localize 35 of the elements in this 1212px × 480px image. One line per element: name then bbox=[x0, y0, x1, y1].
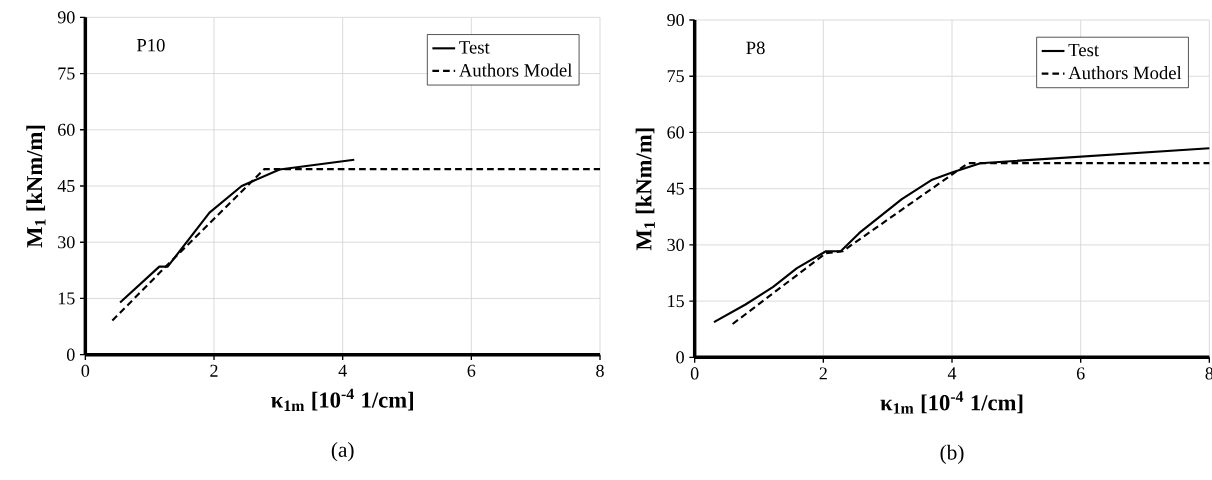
x-tick-label: 4 bbox=[947, 367, 957, 380]
x-tick-label: 2 bbox=[819, 367, 827, 380]
y-tick-label: 0 bbox=[66, 348, 75, 361]
y-tick-label: 90 bbox=[667, 13, 684, 27]
text: (a) bbox=[331, 442, 354, 462]
x-tick-label: 4 bbox=[338, 364, 347, 377]
x-tick-label: 0 bbox=[690, 367, 699, 380]
legend-label: Test bbox=[459, 41, 490, 54]
x-tick-label: 0 bbox=[81, 364, 90, 377]
y-tick-label: 15 bbox=[668, 295, 684, 308]
y-tick-label: 75 bbox=[58, 67, 75, 80]
x-tick-label: 8 bbox=[596, 364, 604, 377]
y-tick-label: 30 bbox=[667, 238, 684, 251]
text: (b) bbox=[940, 444, 964, 465]
y-tick-label: 60 bbox=[667, 126, 684, 139]
x-tick-label: 6 bbox=[467, 364, 476, 377]
legend-label: Authors Model bbox=[459, 63, 573, 77]
legend-label: Authors Model bbox=[1068, 66, 1182, 80]
y-tick-label: 45 bbox=[57, 179, 75, 193]
y-tick-label: 60 bbox=[58, 123, 75, 136]
y-tick-label: 30 bbox=[58, 236, 75, 249]
y-tick-label: 45 bbox=[666, 182, 684, 195]
y-tick-label: 90 bbox=[57, 11, 75, 24]
annotation: P10 bbox=[136, 38, 165, 52]
y-axis-title: M$_{1}$ [kNm/m] bbox=[635, 128, 655, 251]
annotation: P8 bbox=[746, 41, 765, 55]
y-tick-label: 15 bbox=[58, 292, 75, 305]
x-tick-label: 2 bbox=[210, 364, 218, 377]
legend-label: Test bbox=[1068, 43, 1099, 57]
x-tick-label: 6 bbox=[1076, 367, 1085, 380]
y-tick-label: 75 bbox=[667, 70, 684, 83]
y-axis-title: M$_{1}$ [kNm/m] bbox=[26, 125, 46, 248]
x-axis-title: κ$_{1m}$ [10$^{-4}$ 1/cm] bbox=[271, 388, 413, 411]
y-tick-label: 0 bbox=[676, 351, 684, 364]
x-axis-title: κ$_{1m}$ [10$^{-4}$ 1/cm] bbox=[880, 391, 1023, 414]
